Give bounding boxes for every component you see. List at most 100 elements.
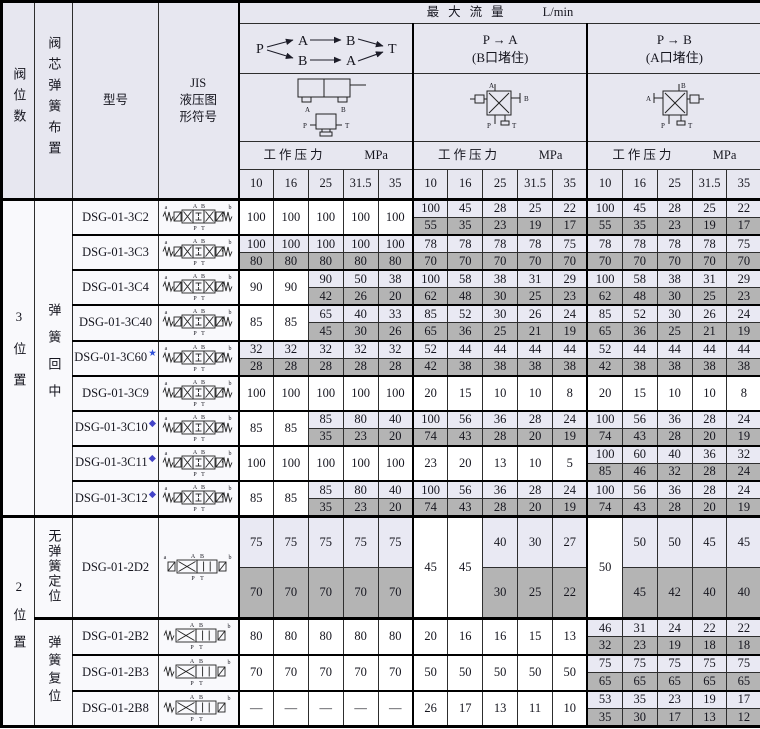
flow-value-cell: 15 (621, 374, 658, 412)
flow-value-cell: 10 (482, 374, 519, 412)
model-name: DSG-01-3C40 (72, 304, 159, 342)
flow-value-cell: 22 (552, 198, 588, 218)
flow-value-cell: 44 (552, 339, 588, 359)
svg-text:P: P (661, 122, 665, 130)
flow-value-cell: 17 (726, 689, 760, 710)
flow-value-cell: 20 (377, 287, 414, 306)
svg-text:A: A (298, 34, 309, 49)
svg-text:P: P (256, 42, 264, 57)
jis-label-line1: JIS (190, 76, 207, 91)
flow-value-cell: 78 (447, 234, 484, 254)
diamond-mark-icon: ◆ (148, 489, 157, 500)
flow-value-cell: 100 (377, 234, 414, 254)
flow-value-cell: 74 (586, 427, 623, 447)
flow-value-cell: 78 (517, 234, 554, 254)
svg-text:A: A (193, 450, 198, 456)
flow-value-cell: 16 (447, 617, 484, 656)
flow-value-cell: 28 (517, 409, 554, 429)
flow-value-cell: 58 (447, 269, 484, 289)
flow-value-cell: 20 (411, 374, 449, 412)
flow-value-cell: 100 (411, 198, 449, 218)
flow-value-cell: 28 (656, 198, 693, 218)
flow-value-cell: 33 (377, 304, 414, 324)
flow-value-cell: 19 (552, 498, 588, 518)
flow-value-cell: 20 (411, 617, 449, 656)
pressure-tick: 31.5 (691, 169, 728, 201)
model-name: DSG-01-3C12◆ (72, 480, 159, 518)
svg-text:B: B (298, 54, 307, 69)
flow-value-cell: 10 (517, 444, 554, 482)
svg-text:P: P (194, 261, 198, 266)
flow-value-cell: 40 (726, 567, 760, 620)
flow-value-cell: 45 (691, 515, 728, 569)
flow-value-cell: 70 (517, 252, 554, 271)
svg-text:P: P (194, 226, 198, 231)
flow-value-cell: 28 (691, 480, 728, 500)
flow-value-cell: 26 (517, 304, 554, 324)
svg-text:P: P (192, 576, 196, 581)
pressure-unit: MPa (364, 147, 388, 162)
flow-value-cell: 70 (586, 252, 623, 271)
flow-value-cell: 23 (342, 427, 379, 447)
flow-value-cell: 15 (447, 374, 484, 412)
flow-value-cell: 74 (411, 427, 449, 447)
flow-value-cell: 100 (411, 409, 449, 429)
flow-value-cell: 17 (726, 216, 760, 236)
flow-value-cell: 25 (482, 322, 519, 341)
svg-text:A: A (346, 54, 357, 69)
pressure-tick: 10 (237, 169, 274, 201)
svg-text:b: b (229, 486, 232, 492)
positions-vertical-text: 3位置 (11, 309, 27, 404)
svg-text:B: B (201, 380, 205, 386)
flow-value-cell: 32 (272, 339, 309, 359)
svg-text:P: P (303, 122, 307, 130)
model-name: DSG-01-2B2 (72, 617, 159, 656)
flow-value-cell: 100 (342, 374, 379, 412)
flow-value-cell: 50 (586, 515, 623, 620)
spring-group-label: 弹簧复位 (34, 617, 73, 728)
flow-value-cell: 25 (691, 287, 728, 306)
flow-value-cell: 24 (726, 462, 760, 482)
svg-text:b: b (228, 660, 231, 666)
flow-value-cell: 100 (237, 374, 274, 412)
flow-value-cell: 75 (621, 653, 658, 674)
flow-value-cell: 78 (621, 234, 658, 254)
flow-value-cell: 75 (377, 515, 414, 569)
flow-value-cell: 16 (482, 617, 519, 656)
flow-value-cell: 78 (411, 234, 449, 254)
flow-value-cell: 38 (691, 357, 728, 377)
jis-label-line2: 液压图形符号 (179, 93, 217, 124)
flow-value-cell: 75 (342, 515, 379, 569)
flow-value-cell: 25 (517, 287, 554, 306)
flow-value-cell: 29 (552, 269, 588, 289)
flow-value-cell: 30 (656, 304, 693, 324)
flow-value-cell: 22 (552, 567, 588, 620)
flow-value-cell: 50 (342, 269, 379, 289)
flow-value-cell: 38 (726, 357, 760, 377)
model-name: DSG-01-3C60★ (72, 339, 159, 377)
svg-text:T: T (201, 437, 205, 442)
flow-value-cell: 90 (307, 269, 344, 289)
flow-value-cell: 80 (377, 252, 414, 271)
svg-text:T: T (201, 367, 205, 372)
flow-value-cell: 45 (411, 515, 449, 620)
spring-vertical-text: 无弹簧定位 (46, 528, 62, 604)
flow-value-cell: 65 (621, 672, 658, 692)
model-name-text: DSG-01-3C10 (74, 420, 148, 435)
svg-text:A: A (190, 695, 195, 701)
flow-value-cell: 24 (552, 304, 588, 324)
flow-value-cell: 43 (621, 427, 658, 447)
flow-value-cell: 100 (377, 444, 414, 482)
flow-value-cell: 62 (586, 287, 623, 306)
flow-value-cell: 35 (621, 216, 658, 236)
flow-value-cell: 45 (621, 198, 658, 218)
header-jis-symbol: JIS 液压图形符号 (158, 1, 239, 200)
flow-value-cell: 58 (621, 269, 658, 289)
flow-value-cell: 23 (411, 444, 449, 482)
model-name: DSG-01-2D2 (72, 515, 159, 620)
flow-value-cell: 28 (307, 357, 344, 377)
flow-value-cell: 20 (447, 444, 484, 482)
flow-value-cell: 70 (621, 252, 658, 271)
flow-value-cell: 42 (307, 287, 344, 306)
